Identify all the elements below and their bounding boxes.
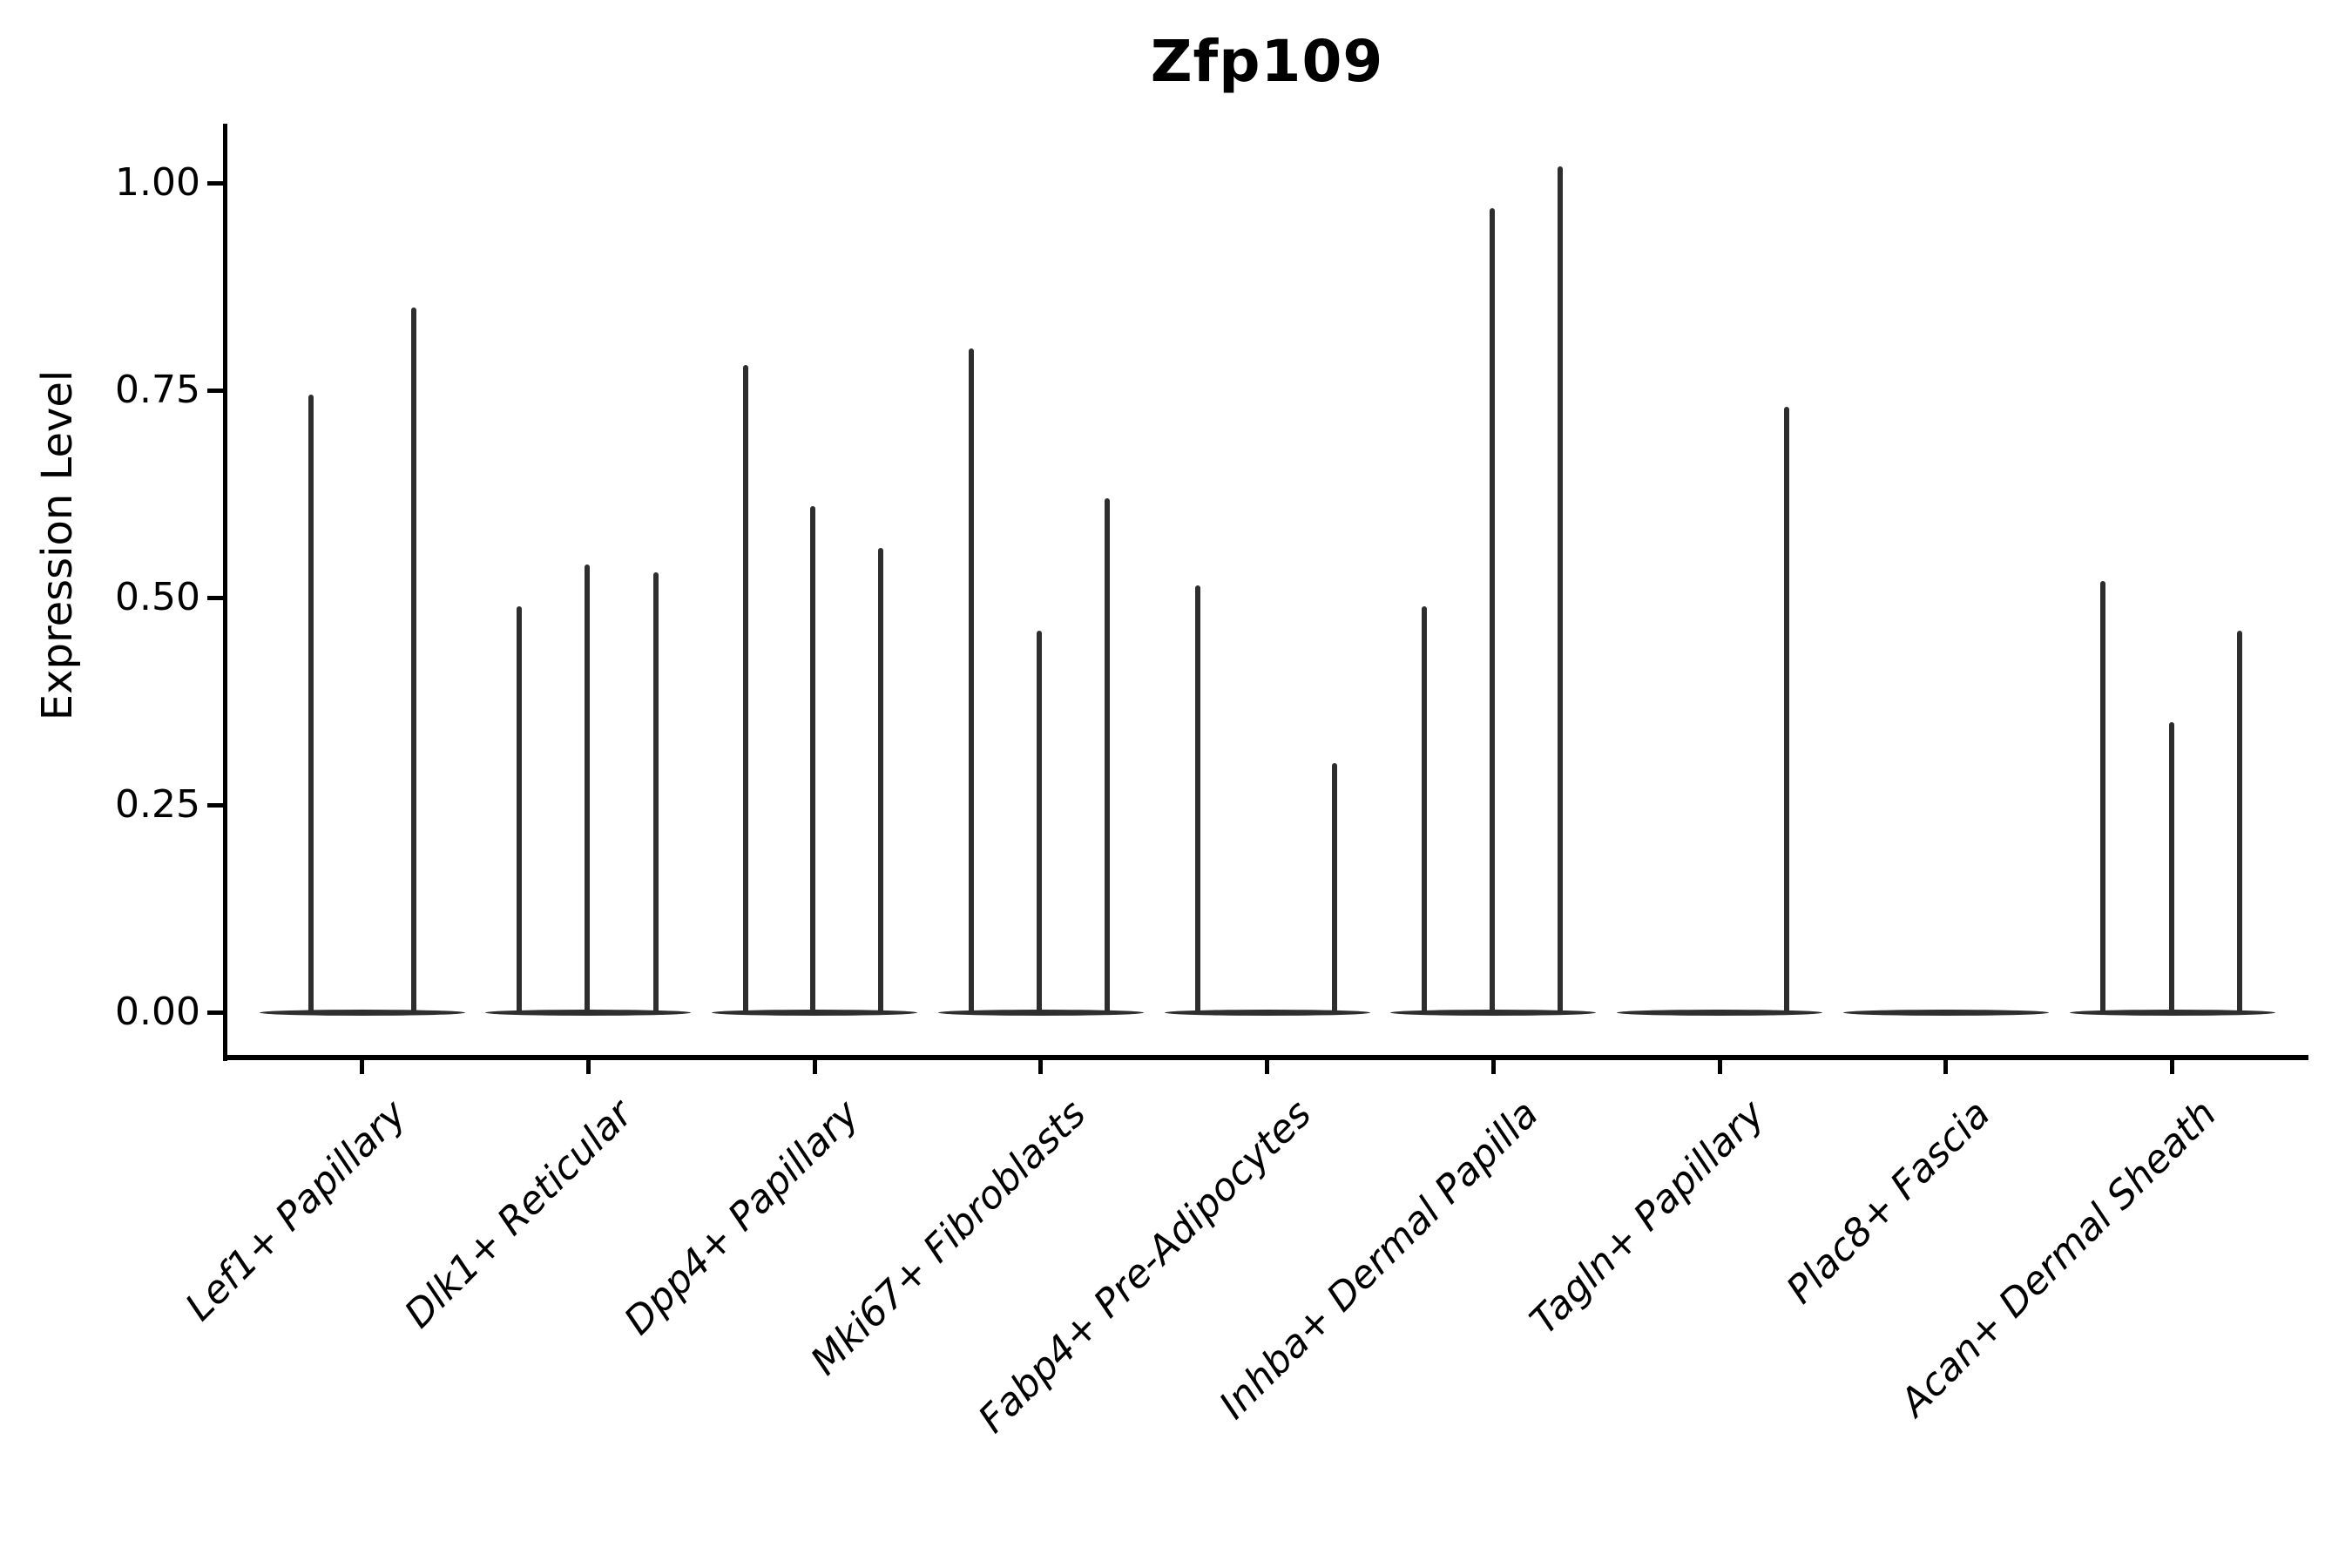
y-tick-label: 0.25 <box>115 782 200 827</box>
x-tick-mark <box>1038 1060 1044 1074</box>
violin-body <box>1164 1009 1370 1016</box>
x-axis-spine <box>223 1055 2308 1060</box>
violin-body <box>1390 1009 1597 1016</box>
x-tick-label: Dlk1+ Reticular <box>396 1092 642 1337</box>
y-tick-mark <box>207 1010 226 1015</box>
x-tick-mark <box>585 1060 591 1074</box>
violin-spike <box>2168 721 2174 1012</box>
violin-spike <box>1490 207 1496 1012</box>
y-tick-mark <box>207 388 226 393</box>
violin-body <box>712 1009 917 1016</box>
x-tick-mark <box>1265 1060 1269 1074</box>
y-tick-label: 0.00 <box>115 990 200 1034</box>
y-tick-mark <box>207 595 226 600</box>
violin-spike <box>308 394 314 1012</box>
y-tick-mark <box>207 802 226 808</box>
y-tick-label: 1.00 <box>115 160 200 205</box>
x-tick-mark <box>1717 1060 1722 1074</box>
y-axis-label: Expression Level <box>33 369 82 721</box>
x-tick-label: Tagln+ Papillary <box>1521 1092 1774 1343</box>
violin-spike <box>410 307 416 1012</box>
y-axis-spine <box>223 124 227 1061</box>
x-tick-label: Dpp4+ Papillary <box>616 1092 868 1344</box>
violin-body <box>485 1009 692 1016</box>
violin-spike <box>1331 763 1337 1012</box>
y-tick-label: 0.50 <box>115 575 200 619</box>
violin-spike <box>1036 631 1042 1012</box>
violin-spike <box>810 506 815 1012</box>
violin-spike <box>1558 166 1564 1012</box>
x-tick-mark <box>360 1060 364 1074</box>
x-tick-mark <box>1943 1060 1949 1074</box>
violin-spike <box>1194 585 1200 1012</box>
violin-body <box>2069 1009 2275 1016</box>
violin-spike <box>1422 605 1428 1012</box>
violin-spike <box>1784 407 1789 1012</box>
x-tick-mark <box>1490 1060 1496 1074</box>
violin-body <box>259 1009 465 1016</box>
y-tick-mark <box>207 180 226 186</box>
violin-spike <box>2099 580 2105 1012</box>
violin-spike <box>743 365 748 1012</box>
x-tick-mark <box>2170 1060 2174 1074</box>
violin-spike <box>653 572 659 1012</box>
violin-body <box>1617 1009 1822 1016</box>
violin-spike <box>968 348 974 1012</box>
x-tick-label: Plac8+ Fascia <box>1778 1092 1999 1313</box>
violin-spike <box>878 547 883 1012</box>
violin-body <box>1842 1009 2049 1016</box>
violin-spike <box>585 564 591 1012</box>
violin-spike <box>517 605 523 1012</box>
y-tick-label: 0.75 <box>115 368 200 412</box>
violin-body <box>937 1009 1144 1016</box>
chart-title: Zfp109 <box>1150 28 1384 95</box>
violin-spike <box>1104 497 1110 1012</box>
x-tick-mark <box>812 1060 817 1074</box>
violin-spike <box>2236 631 2242 1012</box>
x-tick-label: Lef1+ Papillary <box>177 1092 416 1330</box>
